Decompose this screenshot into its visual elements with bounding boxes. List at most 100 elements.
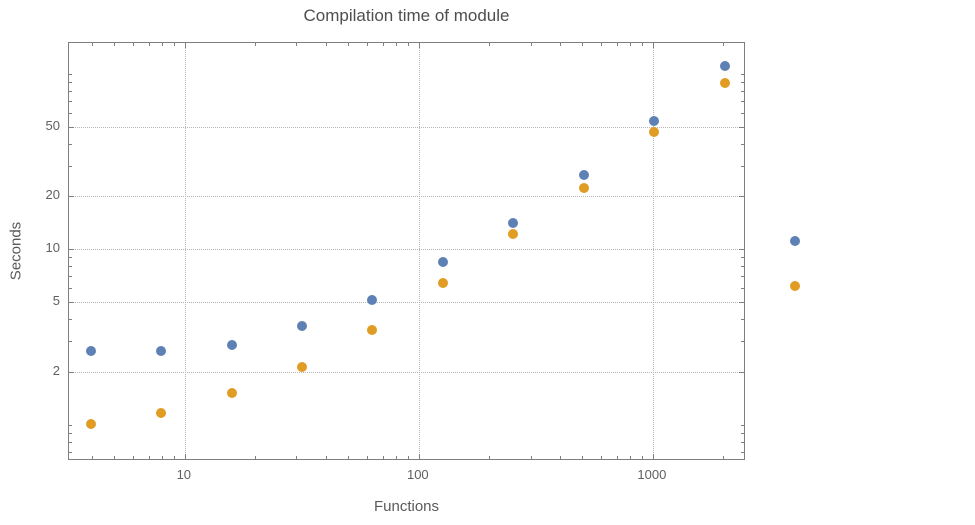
x-tick-mark xyxy=(382,43,384,46)
y-tick-mark xyxy=(69,112,72,114)
data-point xyxy=(790,280,801,291)
y-tick-label: 50 xyxy=(45,117,60,133)
y-tick-mark xyxy=(69,276,72,278)
x-tick-mark xyxy=(132,43,134,46)
y-tick-mark xyxy=(739,196,744,198)
y-tick-mark xyxy=(741,112,744,114)
y-gridline xyxy=(69,302,744,304)
y-gridline xyxy=(69,126,744,128)
x-gridline xyxy=(652,43,654,459)
y-tick-label: 20 xyxy=(45,187,60,203)
x-tick-mark xyxy=(616,456,618,459)
y-tick-mark xyxy=(69,319,72,321)
y-tick-mark xyxy=(69,371,74,373)
y-tick-mark xyxy=(741,165,744,167)
x-tick-mark xyxy=(366,456,368,459)
x-tick-mark xyxy=(418,454,420,459)
x-tick-mark xyxy=(600,43,602,46)
x-tick-mark xyxy=(348,43,350,46)
y-gridline xyxy=(69,249,744,251)
data-point xyxy=(437,257,448,268)
y-tick-mark xyxy=(741,73,744,75)
y-tick-mark xyxy=(739,126,744,128)
data-point xyxy=(367,294,378,305)
x-tick-label: 10 xyxy=(176,467,192,482)
y-gridline xyxy=(69,196,744,198)
x-tick-mark xyxy=(418,43,420,48)
y-tick-mark xyxy=(69,196,74,198)
y-tick-mark xyxy=(741,266,744,268)
x-tick-mark xyxy=(489,456,491,459)
x-tick-mark xyxy=(148,43,150,46)
y-tick-mark xyxy=(69,81,72,83)
x-axis-label: Functions xyxy=(373,498,440,515)
x-tick-mark xyxy=(174,43,176,46)
x-tick-mark xyxy=(642,456,644,459)
x-tick-mark xyxy=(582,43,584,46)
y-tick-mark xyxy=(741,143,744,145)
y-tick-mark xyxy=(69,451,72,453)
data-point xyxy=(719,77,730,88)
y-tick-mark xyxy=(739,249,744,251)
data-point xyxy=(85,345,96,356)
x-tick-mark xyxy=(132,456,134,459)
x-tick-mark xyxy=(91,456,93,459)
x-tick-mark xyxy=(91,43,93,46)
x-tick-mark xyxy=(396,456,398,459)
x-tick-mark xyxy=(255,43,257,46)
data-point xyxy=(508,217,519,228)
x-tick-mark xyxy=(325,43,327,46)
x-tick-mark xyxy=(559,43,561,46)
x-tick-mark xyxy=(408,456,410,459)
y-tick-mark xyxy=(741,432,744,434)
x-tick-mark xyxy=(114,43,116,46)
x-tick-mark xyxy=(630,456,632,459)
data-point xyxy=(437,278,448,289)
x-tick-mark xyxy=(723,43,725,46)
x-tick-mark xyxy=(530,456,532,459)
y-tick-mark xyxy=(741,90,744,92)
y-tick-mark xyxy=(741,451,744,453)
x-tick-mark xyxy=(184,454,186,459)
data-point xyxy=(156,407,167,418)
y-tick-mark xyxy=(741,257,744,259)
y-tick-mark xyxy=(741,81,744,83)
y-tick-mark xyxy=(741,276,744,278)
x-tick-mark xyxy=(184,43,186,48)
y-tick-mark xyxy=(741,288,744,290)
y-tick-mark xyxy=(69,288,72,290)
y-tick-mark xyxy=(741,319,744,321)
y-tick-label: 5 xyxy=(52,293,60,309)
plot-area xyxy=(68,42,745,460)
x-tick-mark xyxy=(489,43,491,46)
x-tick-mark xyxy=(530,43,532,46)
y-tick-mark xyxy=(741,424,744,426)
x-tick-mark xyxy=(642,43,644,46)
x-tick-mark xyxy=(630,43,632,46)
data-point xyxy=(649,116,660,127)
x-tick-mark xyxy=(408,43,410,46)
data-point xyxy=(226,340,237,351)
data-point xyxy=(297,321,308,332)
data-point xyxy=(719,60,730,71)
chart-title: Compilation time of module xyxy=(303,6,510,25)
x-tick-mark xyxy=(114,456,116,459)
x-tick-mark xyxy=(348,456,350,459)
x-tick-label: 1000 xyxy=(637,467,667,482)
y-tick-mark xyxy=(69,441,72,443)
x-gridline xyxy=(184,43,186,459)
y-gridline xyxy=(69,371,744,373)
x-tick-mark xyxy=(162,456,164,459)
y-tick-mark xyxy=(69,432,72,434)
x-tick-mark xyxy=(723,456,725,459)
data-point xyxy=(578,170,589,181)
y-tick-mark xyxy=(741,340,744,342)
x-tick-mark xyxy=(296,456,298,459)
y-tick-mark xyxy=(69,340,72,342)
x-tick-mark xyxy=(296,43,298,46)
data-point xyxy=(790,235,801,246)
data-point xyxy=(156,345,167,356)
y-tick-mark xyxy=(69,302,74,304)
data-point xyxy=(578,183,589,194)
